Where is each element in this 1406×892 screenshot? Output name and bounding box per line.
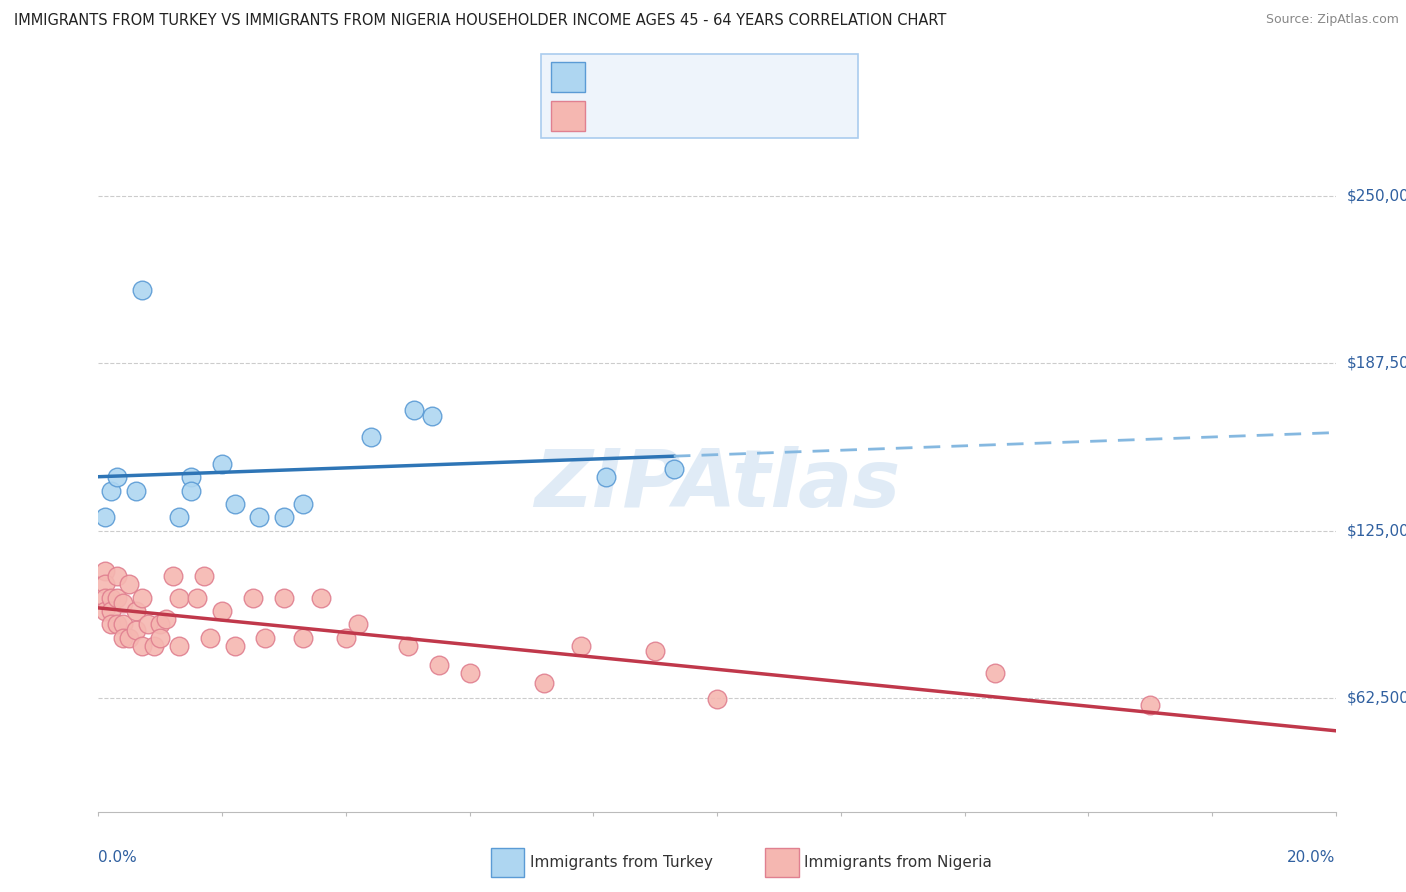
Point [193,569,215,583]
Point [273,591,295,605]
Point [254,631,277,645]
Point [105,591,128,605]
Point [149,631,172,645]
Point [224,497,246,511]
Point [100,591,122,605]
Point [100,617,122,632]
Point [93,577,115,591]
Point [662,462,685,476]
Point [93,510,115,524]
Point [124,483,146,498]
Text: 20.0%: 20.0% [1288,850,1336,865]
Text: Immigrants from Nigeria: Immigrants from Nigeria [804,855,993,870]
Point [155,612,177,626]
Point [100,483,122,498]
Point [162,569,184,583]
Text: 0.0%: 0.0% [98,850,138,865]
Point [242,591,264,605]
Point [396,639,419,653]
Point [706,692,728,706]
Point [105,569,128,583]
Point [291,497,314,511]
Point [93,604,115,618]
Point [273,510,295,524]
Text: IMMIGRANTS FROM TURKEY VS IMMIGRANTS FROM NIGERIA HOUSEHOLDER INCOME AGES 45 - 6: IMMIGRANTS FROM TURKEY VS IMMIGRANTS FRO… [14,13,946,29]
Point [112,617,135,632]
Point [167,510,190,524]
Point [198,631,221,645]
Point [112,596,135,610]
Point [422,409,444,423]
Point [533,676,555,690]
Point [211,457,233,471]
Point [224,639,246,653]
Point [1139,698,1161,712]
Point [112,631,135,645]
Point [93,564,115,578]
Point [247,510,270,524]
Point [335,631,357,645]
Point [118,631,141,645]
Text: $125,000: $125,000 [1347,524,1406,538]
Text: $250,000: $250,000 [1347,189,1406,203]
Point [347,617,370,632]
Point [360,430,382,444]
Point [180,483,202,498]
Text: ZIPAtlas: ZIPAtlas [534,446,900,524]
Point [124,604,146,618]
Point [136,617,159,632]
Point [644,644,666,658]
Point [595,470,617,484]
Point [105,470,128,484]
Point [149,617,172,632]
Text: R = -0.362  N = 48: R = -0.362 N = 48 [592,107,749,125]
Point [402,403,425,417]
Text: Immigrants from Turkey: Immigrants from Turkey [530,855,713,870]
Point [309,591,332,605]
Point [211,604,233,618]
Point [167,591,190,605]
Point [131,591,153,605]
Point [458,665,481,680]
Point [124,623,146,637]
Point [131,639,153,653]
Point [118,577,141,591]
Point [143,639,166,653]
Point [100,604,122,618]
Point [984,665,1007,680]
Text: $187,500: $187,500 [1347,356,1406,371]
Point [105,617,128,632]
Point [427,657,450,672]
Text: R =  0.112  N = 18: R = 0.112 N = 18 [592,68,749,86]
Point [569,639,592,653]
Point [186,591,208,605]
Point [93,591,115,605]
Point [167,639,190,653]
Point [131,283,153,297]
Point [180,470,202,484]
Text: $62,500: $62,500 [1347,690,1406,706]
Point [291,631,314,645]
Text: Source: ZipAtlas.com: Source: ZipAtlas.com [1265,13,1399,27]
